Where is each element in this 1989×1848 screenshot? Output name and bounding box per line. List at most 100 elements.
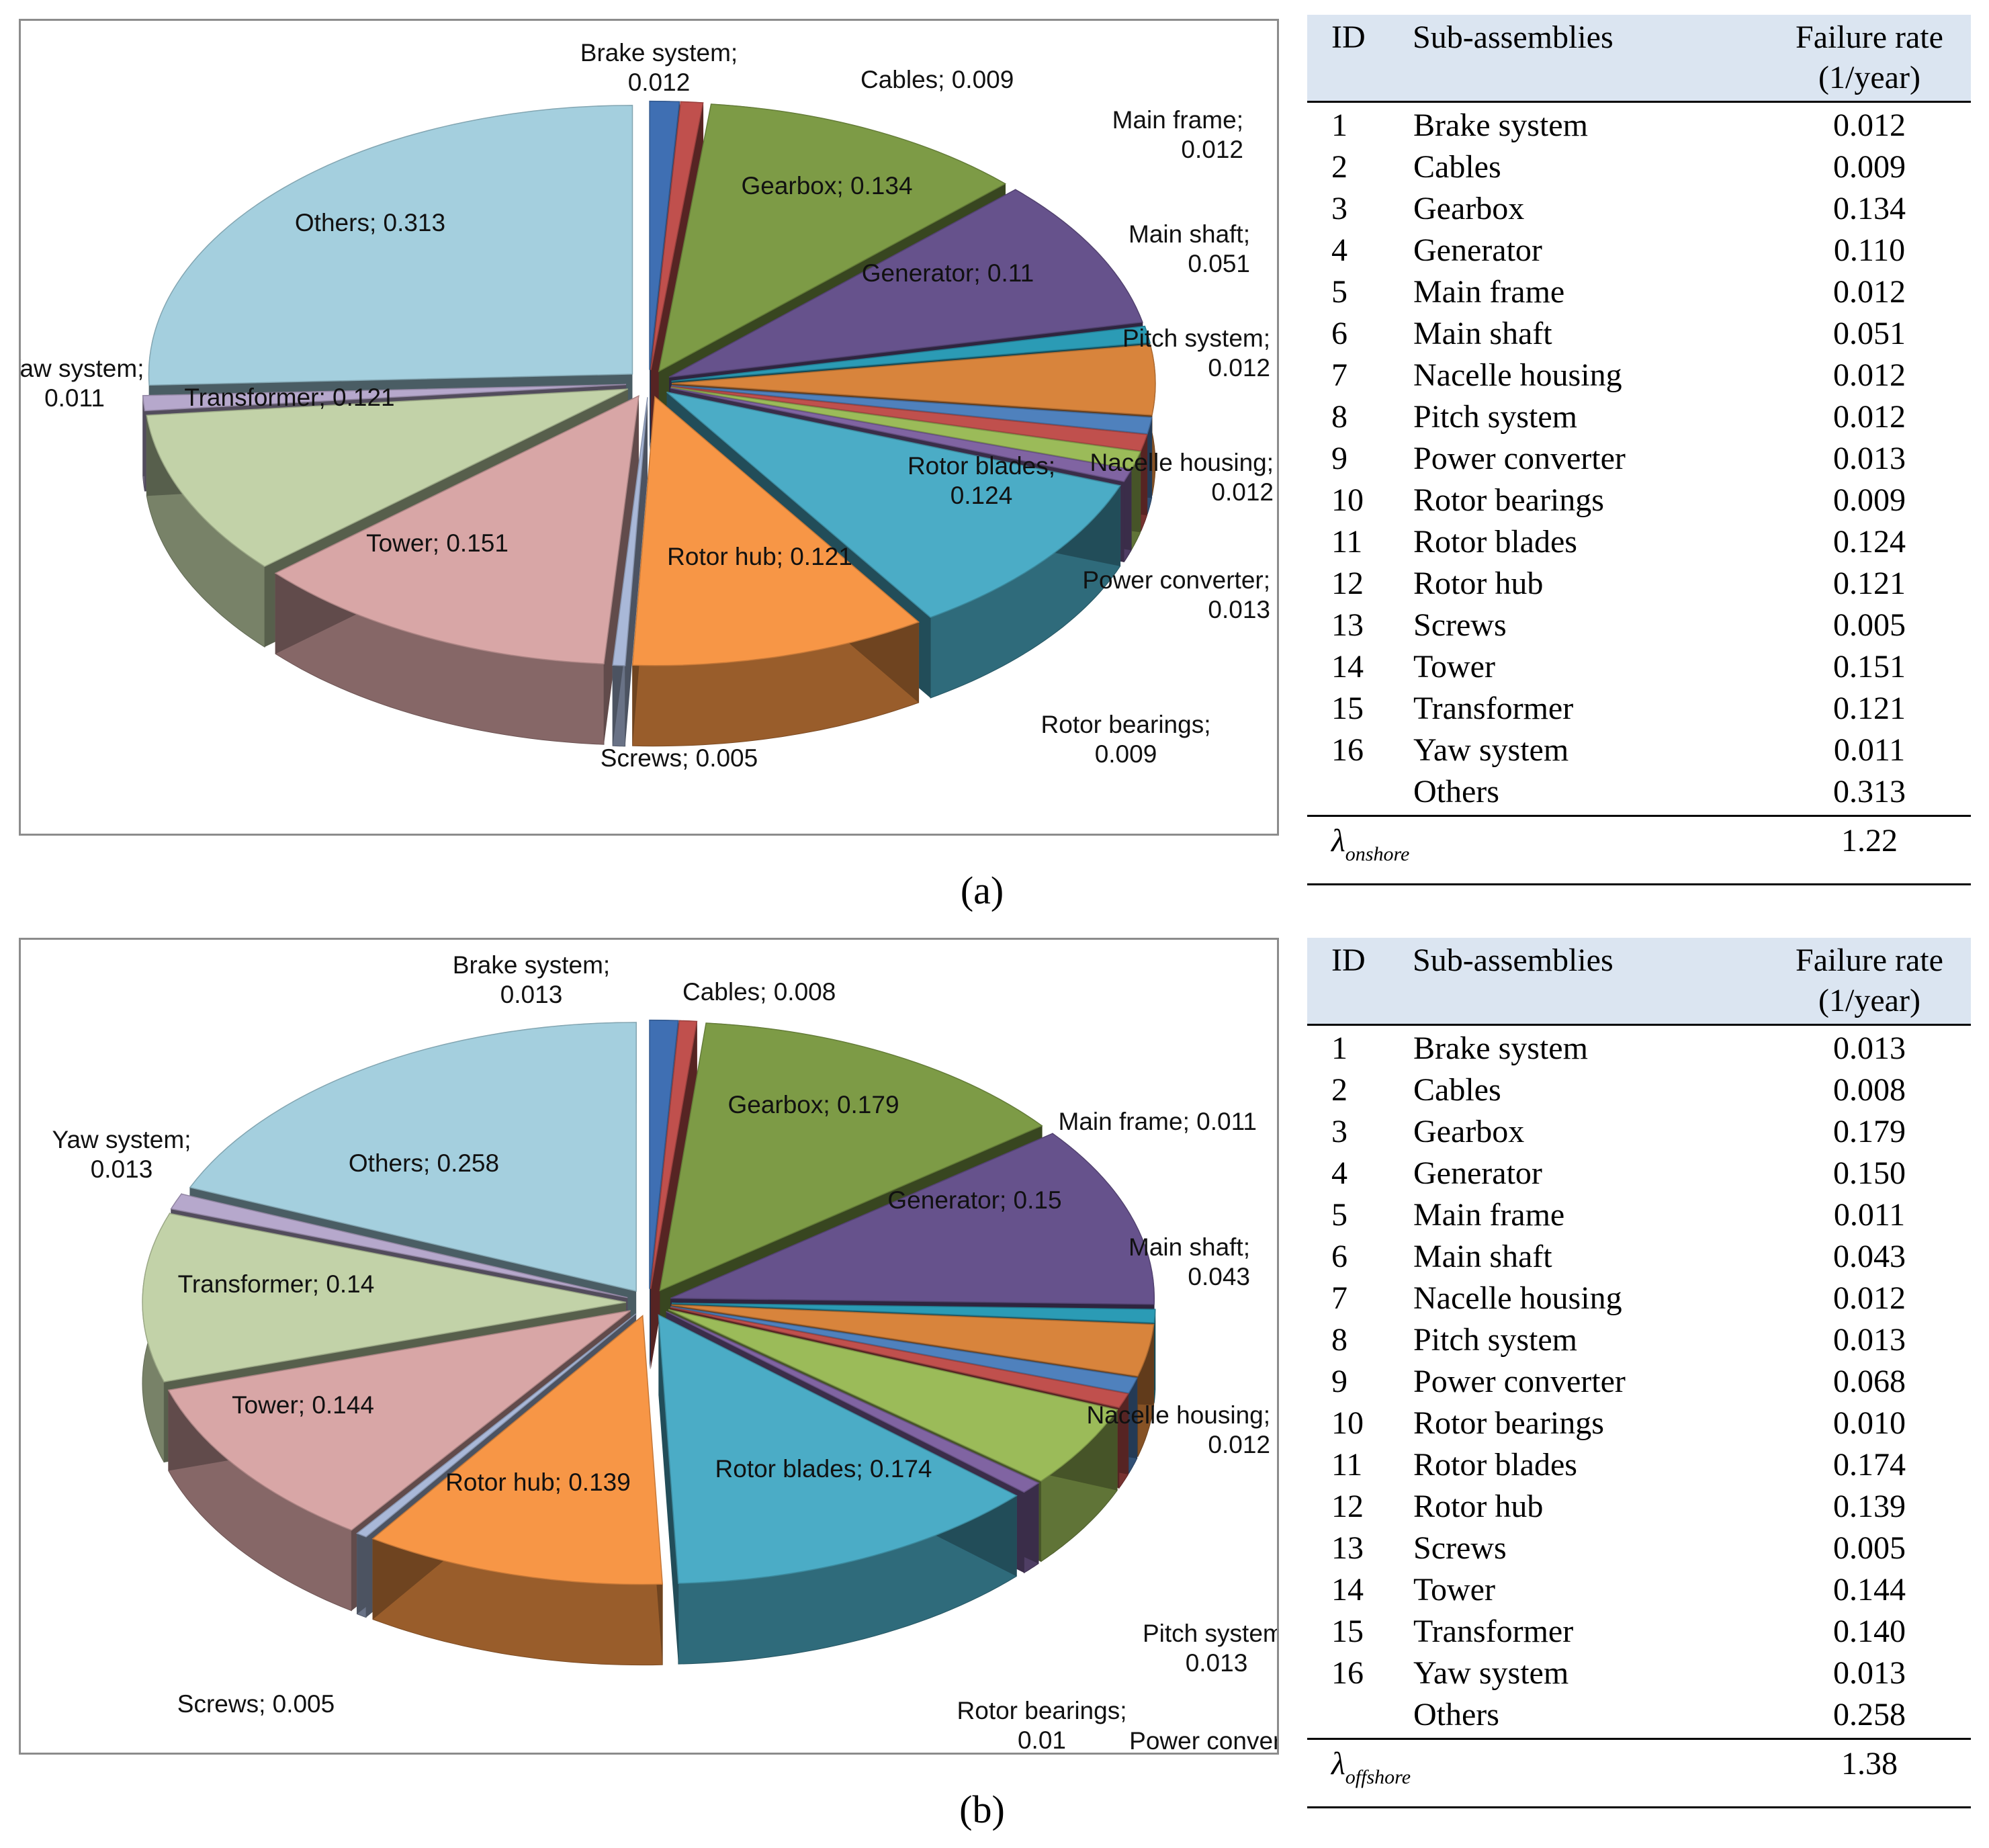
failure-rate-table-a: ID Sub-assemblies Failure rate (1/year) … bbox=[1307, 15, 1971, 885]
table-body: 1 Brake system 0.013 2 Cables 0.008 3 Gearbox 0.… bbox=[1307, 1025, 1971, 1739]
cell-sub-assembly: Main shaft bbox=[1413, 1239, 1552, 1274]
cell-id: 9 bbox=[1331, 441, 1347, 476]
data-label-rotor-bearings: Rotor bearings; 0.009 bbox=[1041, 711, 1211, 768]
cell-id: 10 bbox=[1331, 1405, 1364, 1441]
cell-failure-rate: 0.121 bbox=[1833, 691, 1906, 726]
table-row: 1 Brake system 0.012 bbox=[1307, 102, 1971, 147]
cell-sub-assembly: Power converter bbox=[1413, 1364, 1626, 1399]
cell-failure-rate: 0.110 bbox=[1833, 232, 1906, 268]
cell-id: 15 bbox=[1331, 691, 1364, 726]
data-label-gearbox: Gearbox; 0.179 bbox=[727, 1091, 899, 1118]
cell-id: 2 bbox=[1331, 1072, 1347, 1108]
cell-failure-rate: 0.179 bbox=[1833, 1114, 1906, 1149]
pie-slice-screws bbox=[612, 397, 648, 747]
table-row: 14 Tower 0.151 bbox=[1307, 646, 1971, 688]
data-label-main-frame: Main frame; 0.012 bbox=[1112, 106, 1243, 163]
data-label-others: Others; 0.258 bbox=[349, 1149, 499, 1177]
cell-id: 12 bbox=[1331, 566, 1364, 601]
table-row: 15 Transformer 0.140 bbox=[1307, 1611, 1971, 1653]
cell-failure-rate: 0.313 bbox=[1833, 774, 1906, 809]
cell-id bbox=[1307, 1694, 1413, 1739]
cell-sub-assembly: Rotor bearings bbox=[1413, 482, 1604, 518]
data-label-screws: Screws; 0.005 bbox=[601, 744, 758, 772]
cell-failure-rate: 0.009 bbox=[1833, 149, 1906, 185]
table-header-row: ID Sub-assemblies Failure rate (1/year) bbox=[1307, 15, 1971, 103]
cell-failure-rate: 0.011 bbox=[1833, 1197, 1906, 1233]
cell-failure-rate: 0.012 bbox=[1833, 107, 1906, 143]
table-row: 11 Rotor blades 0.124 bbox=[1307, 521, 1971, 563]
panel-caption-a: (a) bbox=[960, 869, 1004, 912]
cell-failure-rate: 0.008 bbox=[1833, 1072, 1906, 1108]
cell-sub-assembly: Cables bbox=[1413, 149, 1501, 185]
cell-id: 1 bbox=[1331, 1030, 1347, 1066]
cell-failure-rate: 0.043 bbox=[1833, 1239, 1906, 1274]
cell-failure-rate: 0.010 bbox=[1833, 1405, 1906, 1441]
data-label-main-frame: Main frame; 0.011 bbox=[1059, 1108, 1257, 1135]
cell-failure-rate: 0.012 bbox=[1833, 274, 1906, 310]
pie-chart-a: Brake system; 0.012 Cables; 0.009 Gearbox; … bbox=[21, 39, 1274, 772]
cell-sub-assembly: Pitch system bbox=[1413, 1322, 1578, 1358]
cell-sub-assembly: Gearbox bbox=[1413, 191, 1525, 226]
table-row: Others 0.313 bbox=[1307, 771, 1971, 816]
table-row: 9 Power converter 0.013 bbox=[1307, 438, 1971, 480]
table-row: 11 Rotor blades 0.174 bbox=[1307, 1444, 1971, 1486]
data-label-others: Others; 0.313 bbox=[295, 209, 445, 236]
pie-chart-b: Brake system; 0.013 Cables; 0.008 Gearbox; … bbox=[52, 951, 1277, 1753]
lambda-subscript: offshore bbox=[1345, 1766, 1411, 1788]
cell-failure-rate: 0.013 bbox=[1833, 1322, 1906, 1358]
cell-sub-assembly: Gearbox bbox=[1413, 1114, 1525, 1149]
cell-sub-assembly: Rotor hub bbox=[1413, 1489, 1544, 1524]
cell-id: 6 bbox=[1331, 1239, 1347, 1274]
data-label-nacelle-housing: Nacelle housing; 0.012 bbox=[1090, 449, 1274, 506]
cell-id: 9 bbox=[1331, 1364, 1347, 1399]
table-row: 16 Yaw system 0.013 bbox=[1307, 1653, 1971, 1694]
data-label-generator: Generator; 0.11 bbox=[862, 259, 1034, 287]
table-row: 2 Cables 0.009 bbox=[1307, 146, 1971, 188]
table-total-row: λoffshore 1.38 bbox=[1307, 1738, 1971, 1808]
data-label-generator: Generator; 0.15 bbox=[887, 1186, 1061, 1214]
cell-id: 16 bbox=[1331, 732, 1364, 768]
header-id: ID bbox=[1307, 938, 1413, 1026]
cell-id: 2 bbox=[1331, 149, 1347, 185]
cell-failure-rate: 0.174 bbox=[1833, 1447, 1906, 1483]
cell-sub-assembly: Brake system bbox=[1413, 107, 1588, 143]
header-failure-rate-line1: Failure rate bbox=[1796, 19, 1943, 55]
cell-sub-assembly: Rotor bearings bbox=[1413, 1405, 1604, 1441]
header-id: ID bbox=[1307, 15, 1413, 103]
cell-id: 3 bbox=[1331, 191, 1347, 226]
table-header-row: ID Sub-assemblies Failure rate (1/year) bbox=[1307, 938, 1971, 1026]
cell-sub-assembly: Nacelle housing bbox=[1413, 1280, 1622, 1316]
cell-id: 7 bbox=[1331, 357, 1347, 393]
cell-sub-assembly: Main frame bbox=[1413, 1197, 1565, 1233]
data-label-gearbox: Gearbox; 0.134 bbox=[741, 172, 912, 200]
data-label-cables: Cables; 0.008 bbox=[682, 978, 836, 1006]
header-failure-rate-line2: (1/year) bbox=[1818, 60, 1920, 95]
table-row: 10 Rotor bearings 0.009 bbox=[1307, 480, 1971, 521]
total-label: λonshore bbox=[1307, 815, 1768, 885]
table-row: 7 Nacelle housing 0.012 bbox=[1307, 1278, 1971, 1319]
pie-chart-frame-a: Brake system; 0.012 Cables; 0.009 Gearbox; … bbox=[19, 19, 1279, 836]
cell-sub-assembly: Main shaft bbox=[1413, 316, 1552, 351]
table-row: 8 Pitch system 0.012 bbox=[1307, 396, 1971, 438]
data-label-rotor-bearings: Rotor bearings; 0.01 bbox=[957, 1697, 1127, 1753]
data-label-transformer: Transformer; 0.14 bbox=[178, 1270, 375, 1298]
header-sub-assemblies: Sub-assemblies bbox=[1413, 15, 1768, 103]
cell-id: 13 bbox=[1331, 1530, 1364, 1566]
table-row: 3 Gearbox 0.179 bbox=[1307, 1111, 1971, 1153]
table-row: 6 Main shaft 0.051 bbox=[1307, 313, 1971, 355]
cell-failure-rate: 0.140 bbox=[1833, 1614, 1906, 1649]
cell-sub-assembly: Transformer bbox=[1413, 691, 1574, 726]
table-row: 8 Pitch system 0.013 bbox=[1307, 1319, 1971, 1361]
cell-failure-rate: 0.012 bbox=[1833, 357, 1906, 393]
table-row: 3 Gearbox 0.134 bbox=[1307, 188, 1971, 230]
cell-failure-rate: 0.012 bbox=[1833, 399, 1906, 435]
cell-id: 1 bbox=[1331, 107, 1347, 143]
pie-slice-tower bbox=[274, 394, 639, 745]
table-row: 2 Cables 0.008 bbox=[1307, 1069, 1971, 1111]
cell-id: 13 bbox=[1331, 607, 1364, 643]
table-row: 7 Nacelle housing 0.012 bbox=[1307, 355, 1971, 396]
data-label-pitch-system: Pitch system; 0.013 bbox=[1143, 1620, 1277, 1677]
cell-sub-assembly: Rotor blades bbox=[1413, 524, 1577, 560]
cell-id: 4 bbox=[1331, 1155, 1347, 1191]
data-label-rotor-hub: Rotor hub; 0.139 bbox=[445, 1468, 631, 1496]
